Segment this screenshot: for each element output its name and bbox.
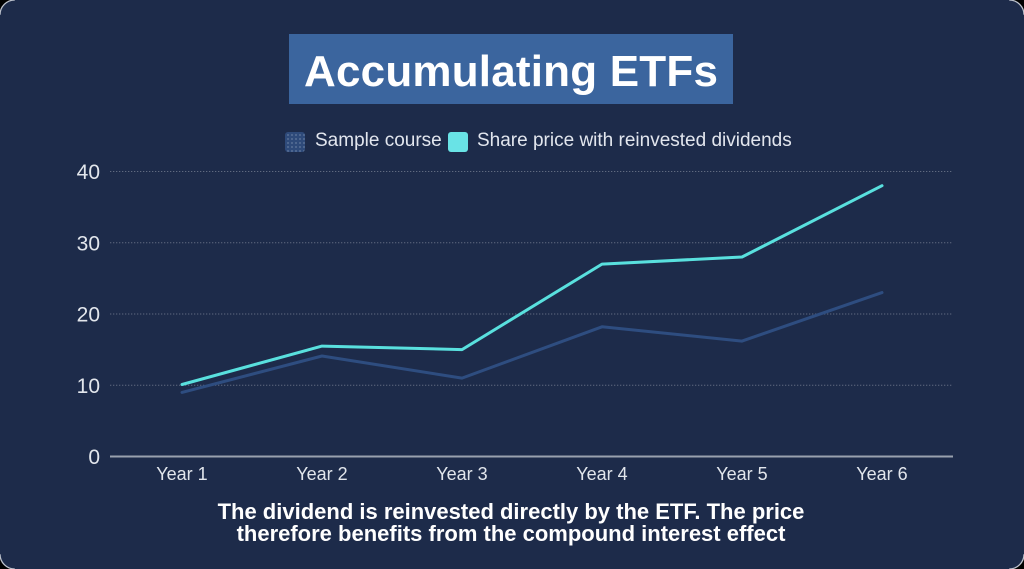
svg-text:Year 6: Year 6 — [856, 464, 907, 484]
svg-text:20: 20 — [77, 304, 100, 327]
svg-text:0: 0 — [88, 446, 100, 469]
svg-text:Year 3: Year 3 — [436, 464, 487, 484]
svg-text:Year 1: Year 1 — [156, 464, 207, 484]
svg-text:Year 2: Year 2 — [296, 464, 347, 484]
svg-text:30: 30 — [77, 232, 100, 255]
svg-text:Year 4: Year 4 — [576, 464, 627, 484]
svg-text:Year 5: Year 5 — [716, 464, 767, 484]
svg-text:40: 40 — [77, 161, 100, 184]
svg-text:10: 10 — [77, 375, 100, 398]
